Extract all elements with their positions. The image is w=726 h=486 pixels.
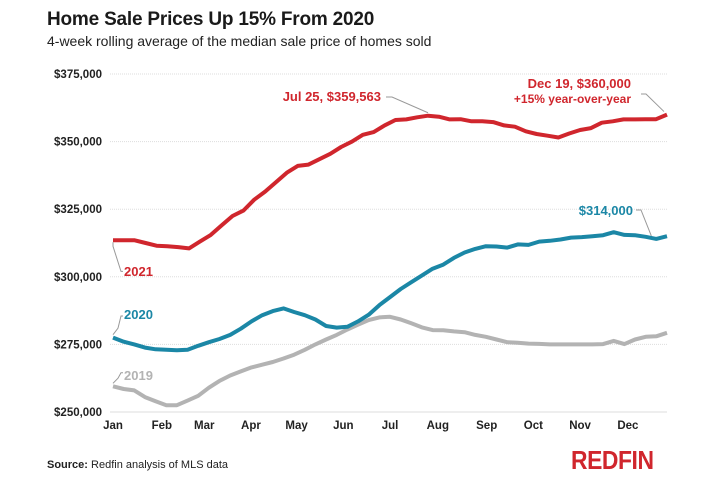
gridlines	[110, 73, 667, 413]
x-axis-ticks: Jan Feb Mar Apr May Jun Jul Aug Sep Oct Nov Dec	[103, 420, 639, 432]
chart-subtitle: 4-week rolling average of the median sal…	[47, 33, 432, 49]
annotation-leader	[641, 93, 665, 112]
series-line-2021	[113, 112, 668, 251]
series-label-2020: 2020	[124, 307, 153, 322]
y-tick-label: $275,000	[54, 339, 102, 351]
x-tick-label: Aug	[427, 420, 449, 432]
series-lines	[112, 112, 668, 408]
x-tick-label: Sep	[476, 420, 497, 432]
annotations: Jul 25, $359,563 Dec 19, $360,000+15% yea…	[283, 76, 665, 237]
series-label-leader	[112, 242, 123, 272]
x-tick-label: Mar	[194, 420, 215, 432]
series-label-2019: 2019	[124, 368, 153, 383]
series-label-2021: 2021	[124, 264, 153, 279]
series-label-leader	[112, 315, 123, 335]
y-axis-ticks: $375,000 $350,000 $325,000 $300,000 $275,000…	[54, 69, 102, 419]
y-tick-label: $250,000	[54, 407, 102, 419]
x-tick-label: Apr	[241, 420, 261, 432]
series-label-leader	[112, 372, 123, 384]
y-tick-label: $300,000	[54, 272, 102, 284]
source-note: Source: Redfin analysis of MLS data	[47, 459, 228, 471]
y-tick-label: $375,000	[54, 69, 102, 81]
x-tick-label: May	[285, 420, 308, 432]
annotation-jul-peak: Jul 25, $359,563	[283, 89, 381, 104]
redfin-logo: REDFIN	[571, 445, 654, 475]
y-tick-label: $325,000	[54, 204, 102, 216]
annotation-2020-end: $314,000	[579, 203, 633, 218]
annotation-leader	[386, 96, 429, 114]
x-tick-label: Jun	[333, 420, 353, 432]
x-tick-label: Feb	[152, 420, 172, 432]
source-label: Source:	[47, 459, 88, 471]
chart-title: Home Sale Prices Up 15% From 2020	[47, 9, 375, 30]
series-labels: 2021 2020 2019	[112, 242, 153, 384]
x-tick-label: Jan	[103, 420, 123, 432]
source-text: Redfin analysis of MLS data	[91, 459, 228, 471]
x-tick-label: Dec	[617, 420, 639, 432]
x-tick-label: Oct	[524, 420, 543, 432]
x-tick-label: Nov	[569, 420, 591, 432]
x-tick-label: Jul	[382, 420, 399, 432]
y-tick-label: $350,000	[54, 137, 102, 149]
annotation-dec-value: Dec 19, $360,000	[528, 76, 631, 91]
annotation-leader	[636, 209, 652, 237]
series-line-2020	[112, 230, 668, 353]
series-line-2019	[112, 314, 668, 408]
annotation-yoy: +15% year-over-year	[514, 92, 631, 106]
